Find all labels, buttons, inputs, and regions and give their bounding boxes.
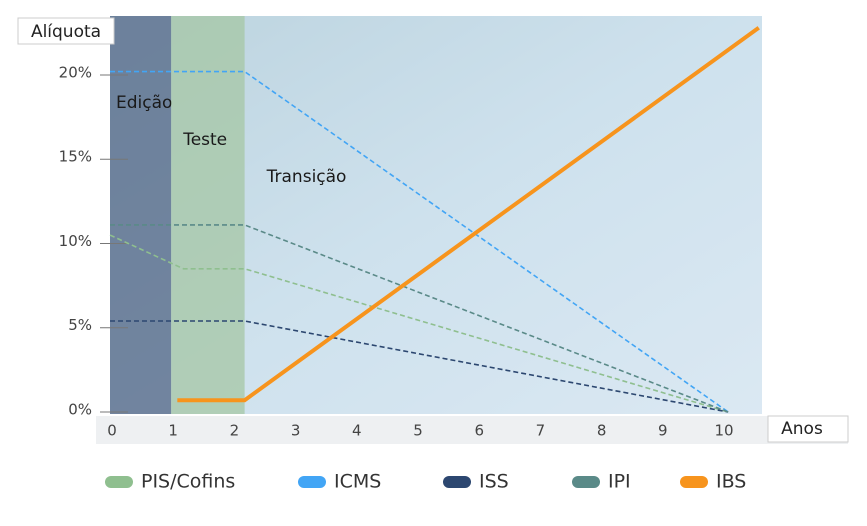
x-tick-label: 3	[291, 422, 301, 440]
y-axis-label: Alíquota	[31, 22, 101, 42]
plot: Edição Teste Transição 0% 5% 10% 15% 20% 0 1 2 3 4 5 6…	[59, 16, 763, 493]
legend-swatch	[105, 476, 133, 488]
legend-label: ISS	[479, 471, 509, 493]
series-line	[177, 26, 760, 403]
x-tick-label: 0	[107, 422, 117, 440]
legend-swatch	[443, 476, 471, 488]
y-tick-label: 20%	[59, 63, 92, 81]
legend-swatch	[298, 476, 326, 488]
x-axis-label: Anos	[781, 419, 823, 439]
legend-swatch	[680, 476, 708, 488]
legend-label: IBS	[716, 471, 746, 493]
phase-band	[110, 16, 172, 414]
x-tick-label: 7	[536, 422, 546, 440]
x-tick-label: 9	[658, 422, 668, 440]
series-line	[109, 234, 729, 413]
phase-label: Transição	[266, 167, 347, 187]
x-tick-label: 6	[474, 422, 484, 440]
y-label-box	[17, 17, 115, 45]
x-tick-label: 5	[413, 422, 423, 440]
phase-band	[171, 16, 245, 414]
phase-label: Teste	[182, 130, 227, 150]
x-tick-label: 2	[230, 422, 240, 440]
x-tick-label: 10	[714, 422, 733, 440]
series-line	[110, 70, 729, 413]
phase-label: Edição	[116, 93, 172, 113]
legend-label: ICMS	[334, 471, 381, 493]
y-tick-label: 0%	[68, 401, 92, 419]
x-tick-label: 8	[597, 422, 607, 440]
series-line	[110, 224, 729, 413]
y-tick-label: 5%	[68, 316, 92, 334]
series-line	[110, 320, 729, 413]
x-axis-band	[96, 416, 848, 444]
y-tick-label: 10%	[59, 232, 92, 250]
x-label-box	[767, 415, 849, 443]
x-tick-label: 1	[168, 422, 178, 440]
x-tick-label: 4	[352, 422, 362, 440]
y-tick-label: 15%	[59, 148, 92, 166]
legend-label: PIS/Cofins	[141, 471, 235, 493]
legend-label: IPI	[608, 471, 631, 493]
legend-swatch	[572, 476, 600, 488]
